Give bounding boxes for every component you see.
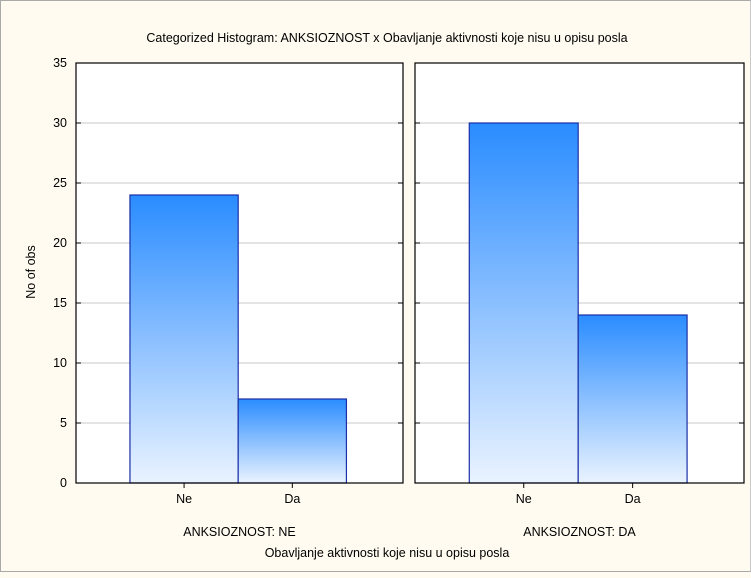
x-axis-label: Obavljanje aktivnosti koje nisu u opisu …: [265, 546, 510, 560]
panel-label: ANKSIOZNOST: NE: [183, 525, 296, 539]
y-tick-label: 10: [53, 356, 67, 370]
y-tick-label: 5: [60, 416, 67, 430]
chart-title: Categorized Histogram: ANKSIOZNOST x Oba…: [146, 31, 627, 45]
x-tick-label: Ne: [176, 492, 192, 506]
y-tick-label: 25: [53, 176, 67, 190]
y-tick-label: 0: [60, 476, 67, 490]
bar: [468, 122, 579, 484]
x-tick-label: Da: [284, 492, 300, 506]
panel-border: [75, 62, 404, 484]
y-tick-label: 20: [53, 236, 67, 250]
y-axis-label: No of obs: [24, 245, 38, 299]
x-tick-label: Ne: [516, 492, 532, 506]
bar: [577, 314, 688, 484]
panel-label: ANKSIOZNOST: DA: [523, 525, 636, 539]
panel-border: [414, 62, 745, 484]
y-tick-label: 30: [53, 116, 67, 130]
x-tick-label: Da: [625, 492, 641, 506]
y-tick-label: 35: [53, 56, 67, 70]
bar: [237, 398, 348, 484]
y-tick-label: 15: [53, 296, 67, 310]
bar: [129, 194, 239, 484]
